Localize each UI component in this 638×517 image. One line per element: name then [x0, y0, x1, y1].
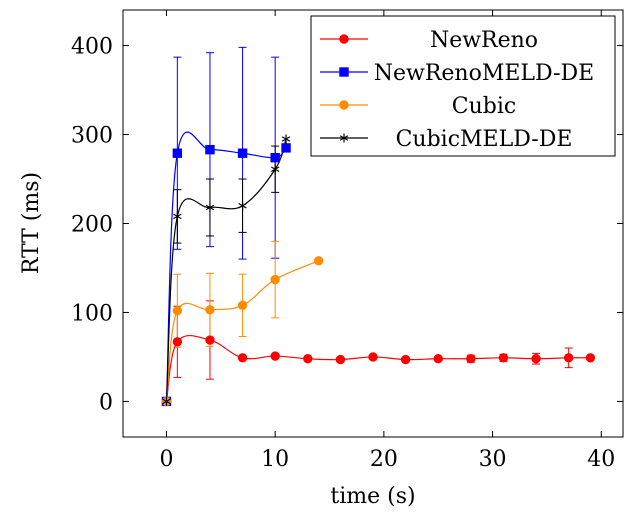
x-tick-label: 20: [370, 447, 398, 472]
newreno-point: [433, 354, 443, 364]
legend-label: CubicMELD-DE: [396, 127, 573, 152]
legend-label: NewReno: [430, 28, 538, 53]
marker-star-stroke: [162, 398, 171, 405]
newrenomeld-de-point: [237, 148, 248, 158]
newreno-point: [237, 353, 248, 363]
legend-swatch-marker: [339, 100, 349, 110]
newreno-point: [466, 354, 476, 364]
cubicmeld-de-line: [165, 138, 287, 402]
legend-entry-cubicmeld-de: CubicMELD-DE: [320, 127, 572, 152]
cubicmeld-de-point: [162, 396, 171, 406]
newreno-point: [400, 354, 411, 365]
cubic-point: [313, 256, 324, 266]
y-tick-label: 200: [71, 213, 113, 238]
y-tick-label: 300: [71, 124, 113, 149]
x-tick-label: 0: [159, 447, 173, 472]
legend-entry-newrenomeld-de: NewRenoMELD-DE: [320, 61, 594, 86]
y-tick-label: 100: [71, 301, 113, 326]
y-tick-label: 0: [99, 390, 113, 415]
marker-star-stroke: [281, 136, 291, 142]
cubicmeld-de-point: [205, 202, 215, 212]
newreno-point: [368, 352, 378, 362]
newrenomeld-de-point: [281, 143, 291, 153]
legend-label: NewRenoMELD-DE: [374, 61, 594, 86]
legend: NewReno NewRenoMELD-DE Cubic CubicMELD-DE: [310, 15, 616, 157]
cubic-point: [205, 305, 215, 315]
legend-swatch-marker: [339, 34, 349, 44]
newreno-point: [531, 354, 541, 364]
cubicmeld-de-point: [238, 201, 247, 211]
legend-entry-newreno: NewReno: [320, 28, 538, 53]
cubicmeld-de-point: [281, 134, 291, 144]
newreno-point: [303, 354, 313, 364]
newrenomeld-de-point: [205, 144, 215, 155]
cubicmeld-de-point: [270, 164, 280, 174]
newreno-point: [335, 354, 346, 365]
legend-swatch-marker: [339, 67, 349, 77]
marker-star-stroke: [270, 166, 280, 173]
newrenomeld-de-line: [165, 131, 287, 402]
cubic-point: [270, 274, 280, 285]
cubic-point: [237, 300, 248, 311]
newreno-point: [585, 353, 596, 363]
legend-entry-cubic: Cubic: [320, 94, 516, 119]
y-tick-label: 400: [71, 35, 113, 60]
newreno-point: [563, 353, 574, 363]
x-axis-title: time (s): [330, 484, 415, 509]
newreno-point: [205, 335, 215, 345]
x-tick-label: 10: [261, 447, 289, 472]
x-tick-label: 30: [479, 447, 507, 472]
marker-star-stroke: [238, 202, 247, 209]
marker-star-stroke: [173, 213, 182, 220]
newreno-point: [270, 351, 280, 361]
legend-label: Cubic: [452, 94, 516, 119]
cubic-point: [172, 305, 183, 316]
legend-swatch-marker: [339, 133, 349, 143]
y-axis-title: RTT (ms): [19, 172, 44, 274]
marker-star-stroke: [339, 135, 349, 141]
marker-star-stroke: [205, 204, 215, 211]
newrenomeld-de-point: [270, 152, 280, 163]
newreno-point: [498, 353, 509, 363]
cubicmeld-de-point: [173, 211, 182, 221]
newreno-line: [165, 335, 591, 402]
newrenomeld-de-point: [172, 148, 183, 158]
newreno-point: [172, 337, 183, 347]
x-tick-label: 40: [587, 447, 615, 472]
